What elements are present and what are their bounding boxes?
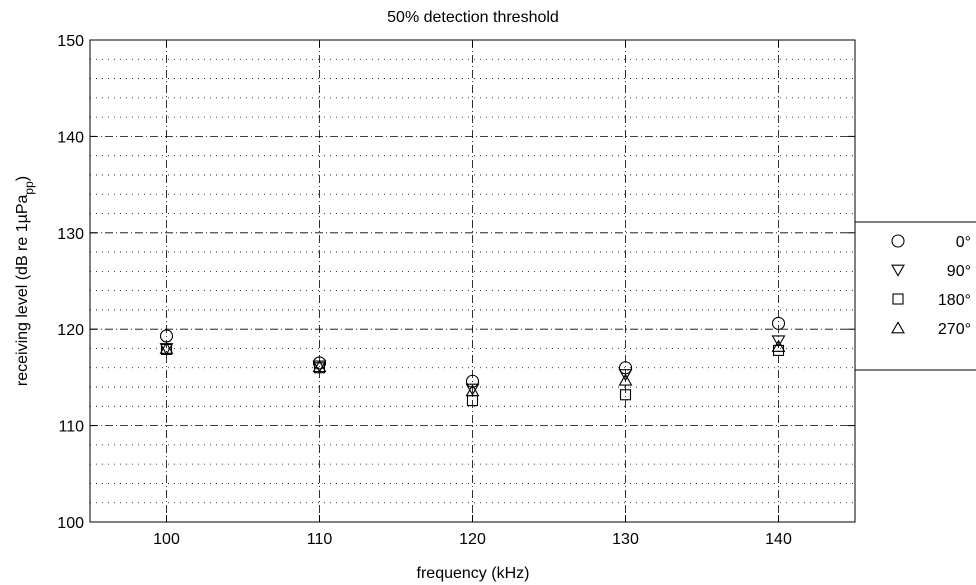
- legend-box: [854, 221, 976, 371]
- legend-label: 180°: [938, 292, 971, 309]
- legend-marker-triangle-down: [891, 264, 905, 277]
- x-tick-label: 140: [765, 531, 792, 548]
- y-tick-labels: 100 110 120 130 140 150: [57, 33, 84, 532]
- data-point-square: [313, 362, 326, 374]
- data-point-triangle-down: [771, 335, 786, 348]
- data-point-triangle-up: [618, 373, 633, 386]
- y-axis-label-sub: pp: [22, 181, 36, 195]
- y-axis-label-main: receiving level (dB re 1µPa: [14, 194, 31, 386]
- axis-ticks: [90, 39, 855, 523]
- data-point-square: [619, 389, 632, 401]
- y-tick-label: 130: [57, 226, 84, 243]
- y-tick-label: 140: [57, 129, 84, 146]
- grid: [90, 40, 855, 522]
- x-tick-label: 120: [459, 531, 486, 548]
- legend-label: 0°: [956, 234, 971, 251]
- legend-marker-circle: [891, 234, 905, 248]
- y-tick-label: 100: [57, 515, 84, 532]
- data-point-triangle-down: [618, 369, 633, 382]
- y-tick-label: 150: [57, 33, 84, 50]
- data-point-triangle-up: [771, 339, 786, 352]
- y-axis-label-close: ): [14, 176, 31, 181]
- data-point-triangle-up: [312, 359, 327, 373]
- legend-label: 270°: [938, 321, 971, 338]
- x-tick-label: 130: [612, 531, 639, 548]
- data-point-circle: [312, 356, 327, 370]
- legend-marker-square: [892, 293, 904, 305]
- data-point-triangle-up: [465, 384, 480, 397]
- data-point-circle: [465, 374, 480, 388]
- x-tick-label: 110: [307, 531, 333, 548]
- data-point-triangle-up: [159, 341, 174, 354]
- legend: 0° 90° 180° 270°: [854, 221, 976, 371]
- data-point-square: [160, 343, 173, 355]
- x-tick-label: 100: [153, 531, 180, 548]
- x-tick-labels: 100 110 120 130 140: [153, 531, 792, 548]
- data-point-circle: [771, 316, 786, 330]
- legend-label: 90°: [947, 263, 971, 280]
- data-points: [159, 316, 786, 407]
- y-tick-label: 110: [58, 419, 84, 436]
- y-axis-label: receiving level (dB re 1µPapp): [14, 176, 36, 386]
- chart-title: 50% detection threshold: [387, 9, 559, 26]
- x-axis-label: frequency (kHz): [417, 565, 530, 582]
- legend-marker-triangle-up: [891, 321, 905, 334]
- y-tick-label: 120: [57, 322, 84, 339]
